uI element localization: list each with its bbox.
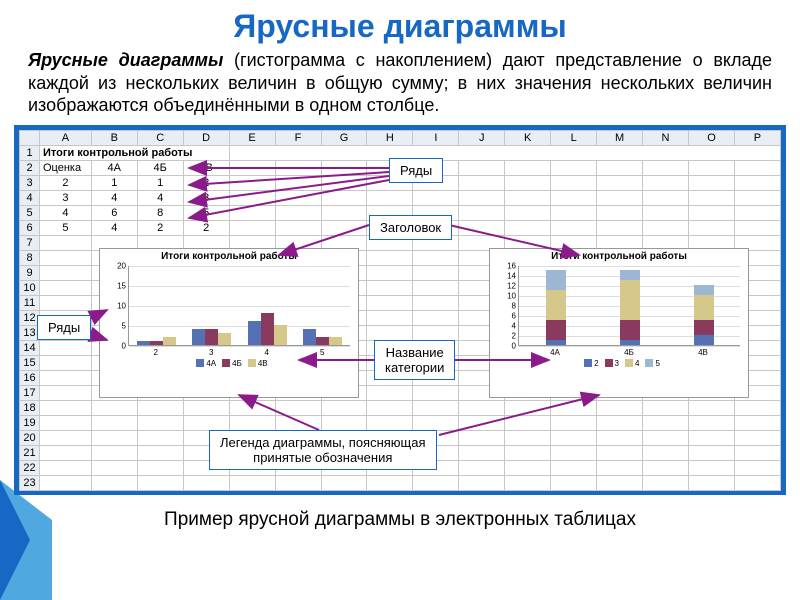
callout-header: Заголовок xyxy=(369,215,452,240)
callout-rows-top: Ряды xyxy=(389,158,443,183)
page-title: Ярусные диаграммы xyxy=(0,0,800,49)
spreadsheet-frame: ABCDEFGHIJKLMNOP 1Итоги контрольной рабо… xyxy=(14,125,786,495)
callout-category: Название категории xyxy=(374,340,455,380)
chart2-legend: 2345 xyxy=(490,357,748,370)
chart1-legend: 4А4Б4В xyxy=(100,357,358,370)
chart2-title: Итоги контрольной работы xyxy=(490,249,748,264)
callout-legend: Легенда диаграммы, поясняющая принятые о… xyxy=(209,430,437,470)
chart1-title: Итоги контрольной работы xyxy=(100,249,358,264)
chart1-region: Итоги контрольной работы 05101520 2345 4… xyxy=(99,248,359,398)
callout-rows-left: Ряды xyxy=(37,315,91,340)
chart2-region: Итоги контрольной работы 0246810121416 4… xyxy=(489,248,749,398)
caption: Пример ярусной диаграммы в электронных т… xyxy=(0,495,800,545)
description: Ярусные диаграммы (гистограмма с накопле… xyxy=(0,49,800,125)
chart1-area: 05101520 xyxy=(128,266,350,346)
chart2-area: 0246810121416 xyxy=(518,266,740,346)
